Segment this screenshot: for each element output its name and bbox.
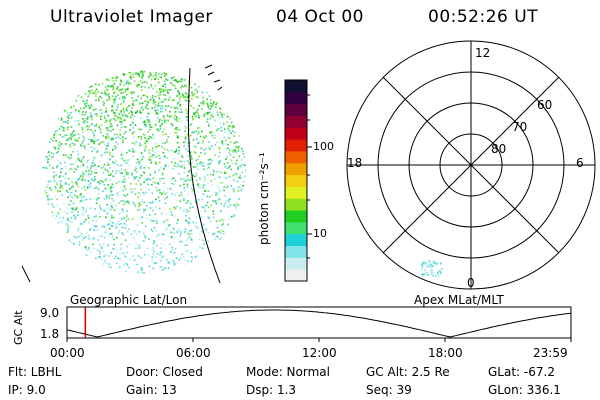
colorbar-segment xyxy=(285,139,307,152)
time-label: 00:52:26 UT xyxy=(428,7,539,27)
auroral-emission-pixels xyxy=(42,70,246,274)
ip-info: IP: 9.0 xyxy=(8,383,46,397)
colorbar-segment xyxy=(285,127,307,140)
timeline-y-max: 9.0 xyxy=(40,306,60,320)
colorbar-segment xyxy=(285,115,307,128)
lat-label-60: 60 xyxy=(537,98,553,112)
colorbar-tick-100: 100 xyxy=(313,140,334,153)
colorbar-segment xyxy=(285,245,307,258)
coastline-fragment-left xyxy=(21,265,31,283)
colorbar-segment xyxy=(285,198,307,211)
time-tick-label: 12:00 xyxy=(302,346,337,360)
colorbar-segment xyxy=(285,80,307,93)
colorbar-segment xyxy=(285,162,307,176)
time-tick-label: 00:00 xyxy=(50,346,85,360)
timeline-ticks xyxy=(66,338,572,342)
door-info: Door: Closed xyxy=(126,365,203,379)
time-tick-label: 06:00 xyxy=(176,346,211,360)
timeline-frame xyxy=(66,306,572,339)
lat-label-70: 70 xyxy=(512,120,528,134)
mlt-label-6: 6 xyxy=(576,156,584,170)
colorbar-segment xyxy=(285,186,307,199)
seq-info: Seq: 39 xyxy=(366,383,412,397)
lat-label-80: 80 xyxy=(491,142,507,156)
colorbar-segment xyxy=(285,103,307,116)
colorbar-segment xyxy=(285,174,307,187)
colorbar-segment xyxy=(285,91,307,105)
polar-emission-pixels xyxy=(421,260,443,278)
timeline-left-caption: Geographic Lat/Lon xyxy=(70,293,188,307)
timeline-y-min: 1.8 xyxy=(40,327,60,341)
time-tick-label: 23:59 xyxy=(533,346,568,360)
colorbar-segment xyxy=(285,257,307,270)
mlt-label-12: 12 xyxy=(475,46,491,60)
colorbar-segment xyxy=(285,150,307,164)
gain-info: Gain: 13 xyxy=(126,383,177,397)
glon-info: GLon: 336.1 xyxy=(488,383,561,397)
instrument-title: Ultraviolet Imager xyxy=(50,7,213,27)
colorbar-tick-10: 10 xyxy=(313,227,327,240)
mlt-label-18: 18 xyxy=(347,156,363,170)
dsp-info: Dsp: 1.3 xyxy=(246,383,297,397)
gc-alt-info: GC Alt: 2.5 Re xyxy=(366,365,450,379)
date-label: 04 Oct 00 xyxy=(276,7,364,27)
glat-info: GLat: -67.2 xyxy=(488,365,555,379)
terminator-line xyxy=(187,67,221,284)
altitude-curve xyxy=(66,309,572,338)
colorbar-segment xyxy=(285,221,307,235)
colorbar-gradient xyxy=(285,80,307,282)
colorbar-segment xyxy=(285,269,307,282)
filter-info: Flt: LBHL xyxy=(8,365,62,379)
mlt-label-0: 0 xyxy=(467,276,475,290)
coastline-fragment xyxy=(204,64,223,91)
colorbar-frame xyxy=(284,79,308,282)
colorbar-segment xyxy=(285,233,307,247)
time-tick-label: 18:00 xyxy=(428,346,463,360)
timeline-right-caption: Apex MLat/MLT xyxy=(414,293,504,307)
mode-info: Mode: Normal xyxy=(246,365,330,379)
polar-diagonal-2 xyxy=(382,76,560,254)
colorbar-segment xyxy=(285,210,307,223)
